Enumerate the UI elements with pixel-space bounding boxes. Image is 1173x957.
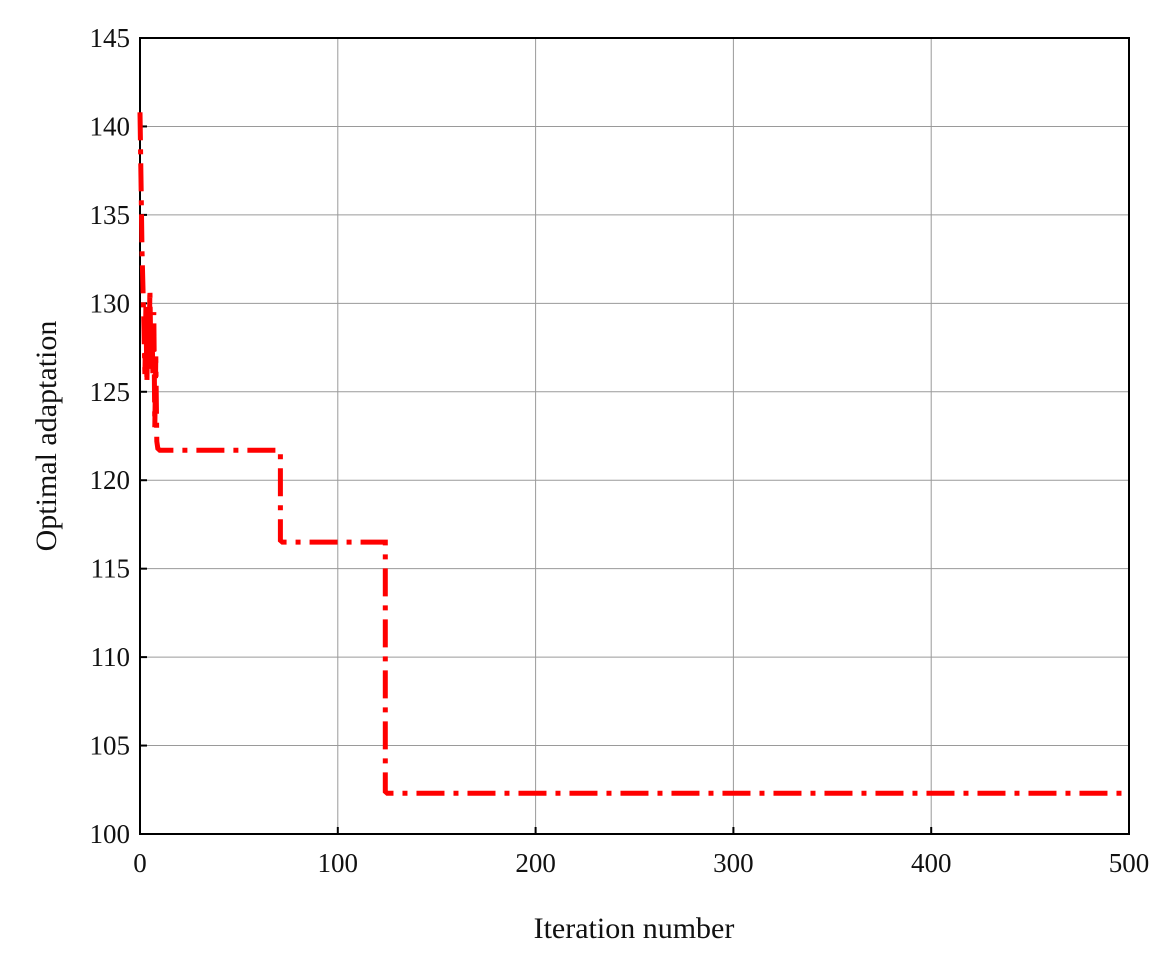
y-tick-label: 140 bbox=[90, 111, 131, 141]
y-tick-label: 125 bbox=[90, 377, 131, 407]
y-tick-label: 110 bbox=[91, 642, 131, 672]
axis-ticks bbox=[139, 37, 1130, 835]
grid-lines bbox=[140, 38, 1129, 834]
x-tick-label: 500 bbox=[1109, 848, 1150, 878]
y-tick-label: 130 bbox=[90, 288, 131, 318]
x-tick-label: 200 bbox=[515, 848, 556, 878]
plot-area-frame bbox=[139, 37, 1130, 835]
y-tick-label: 120 bbox=[90, 465, 131, 495]
y-tick-label: 135 bbox=[90, 200, 131, 230]
x-tick-label: 0 bbox=[133, 848, 147, 878]
tick-labels: 0 100 200 300 400 500100105110115120125130135… bbox=[90, 23, 1150, 878]
y-tick-label: 145 bbox=[90, 23, 131, 53]
y-tick-label: 100 bbox=[90, 819, 131, 849]
y-tick-label: 115 bbox=[91, 554, 131, 584]
x-tick-label: 400 bbox=[911, 848, 952, 878]
series-layer bbox=[137, 112, 1129, 796]
x-axis-title: Iteration number bbox=[534, 912, 735, 945]
series-line-0 bbox=[137, 112, 1129, 796]
y-axis-title: Optimal adaptation bbox=[30, 321, 63, 552]
y-tick-label: 105 bbox=[90, 731, 131, 761]
x-tick-label: 300 bbox=[713, 848, 754, 878]
x-tick-label: 100 bbox=[318, 848, 359, 878]
